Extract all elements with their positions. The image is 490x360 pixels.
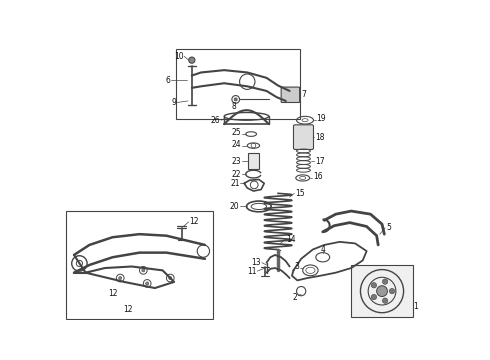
Circle shape [169,276,172,280]
Circle shape [390,288,395,294]
Text: 10: 10 [174,52,184,61]
Text: 25: 25 [231,128,241,137]
Text: 20: 20 [230,202,240,211]
Text: 15: 15 [295,189,305,198]
Text: 3: 3 [295,262,300,271]
Text: 5: 5 [386,224,391,233]
FancyBboxPatch shape [281,87,300,103]
Text: 11: 11 [247,267,257,276]
Text: 9: 9 [172,98,176,107]
Text: 18: 18 [315,132,324,141]
Circle shape [189,57,195,63]
Text: 16: 16 [313,172,322,181]
Text: 12: 12 [123,305,133,314]
Text: 2: 2 [293,293,297,302]
Bar [66,211,213,319]
Text: 24: 24 [231,140,241,149]
Circle shape [119,276,122,280]
Text: 19: 19 [317,114,326,123]
Text: 21: 21 [230,179,240,188]
FancyBboxPatch shape [294,125,314,149]
Circle shape [377,286,388,297]
Circle shape [371,283,377,288]
Bar [248,153,259,169]
Bar [351,265,413,317]
Circle shape [146,282,149,285]
Text: 12: 12 [190,217,199,226]
Text: 6: 6 [166,76,171,85]
Text: 4: 4 [320,245,325,254]
Circle shape [234,98,237,101]
Text: 22: 22 [232,170,241,179]
Circle shape [382,298,388,303]
Circle shape [142,269,145,272]
Text: 13: 13 [251,258,261,267]
Text: 26: 26 [211,116,220,125]
Text: 7: 7 [301,90,306,99]
Text: 12: 12 [108,289,117,298]
Bar [176,49,300,119]
Text: 1: 1 [414,302,418,311]
Text: 17: 17 [315,157,325,166]
Circle shape [382,279,388,284]
Text: 14: 14 [286,235,295,244]
Circle shape [371,294,377,300]
Text: 23: 23 [231,157,241,166]
Text: 8: 8 [231,102,236,111]
